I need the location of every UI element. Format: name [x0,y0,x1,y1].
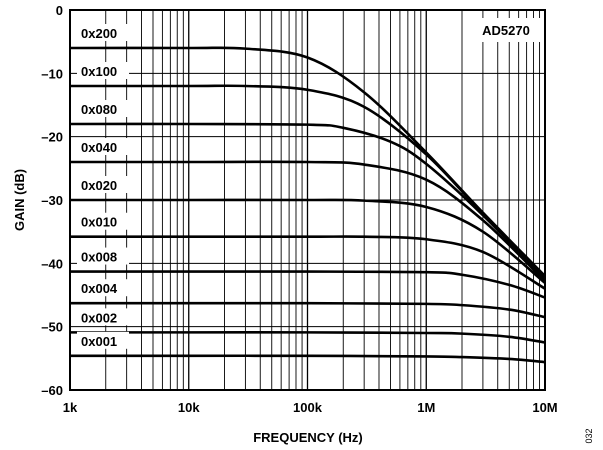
series-line-0x040 [70,160,546,282]
figure-id: 032 [584,428,594,443]
series-label-background [77,279,129,297]
x-tick-label: 10M [532,400,557,415]
series-label-background [77,24,129,41]
annotation-background [471,18,541,42]
y-tick-label: –60 [41,383,63,398]
part-number-annotation: AD5270 [482,23,530,38]
x-tick-label: 100k [293,400,323,415]
series-label-background [77,212,129,230]
plot-frame [69,9,546,391]
x-tick-label: 1M [417,400,435,415]
y-tick-label: –30 [41,193,63,208]
series-label-0x004: 0x004 [81,281,118,296]
series-line-0x080 [69,122,546,281]
series-line-0x001 [69,354,546,364]
series-label-background [77,176,129,193]
y-tick-label: 0 [56,3,63,18]
x-tick-label: 1k [63,400,78,415]
series-line-0x020 [70,198,546,284]
series-label-0x010: 0x010 [81,215,117,230]
series-label-0x002: 0x002 [81,310,117,325]
series-label-0x040: 0x040 [81,140,117,155]
y-tick-label: –50 [41,320,63,335]
series-layer [69,46,546,364]
tick-label-layer: 1k 10k 100k 1M 10M 0 –10 –20 –30 –40 –50 –60 [41,3,557,415]
y-tick-label: –40 [41,256,63,271]
series-label-0x020: 0x020 [81,178,117,193]
series-label-0x080: 0x080 [81,102,117,117]
series-label-0x008: 0x008 [81,250,117,265]
series-line-0x010 [70,235,546,290]
series-label-background [77,62,129,79]
series-line-0x008 [70,270,546,299]
y-axis-title: GAIN (dB) [12,169,27,231]
x-axis-title: FREQUENCY (Hz) [253,430,363,445]
series-label-background [77,247,129,265]
series-label-background [77,100,129,117]
y-tick-label: –10 [41,66,63,81]
series-label-0x200: 0x200 [81,26,117,41]
series-label-background [77,308,129,326]
series-line-0x002 [70,331,546,344]
series-label-background [77,138,129,155]
series-line-0x004 [70,301,546,319]
x-tick-label: 10k [178,400,200,415]
series-label-background [77,331,129,349]
series-label-0x100: 0x100 [81,64,117,79]
y-tick-label: –20 [41,130,63,145]
series-label-layer: 0x200 0x100 0x080 0x040 0x020 0x010 0x008 0x004… [77,24,129,349]
series-label-0x001: 0x001 [81,334,117,349]
